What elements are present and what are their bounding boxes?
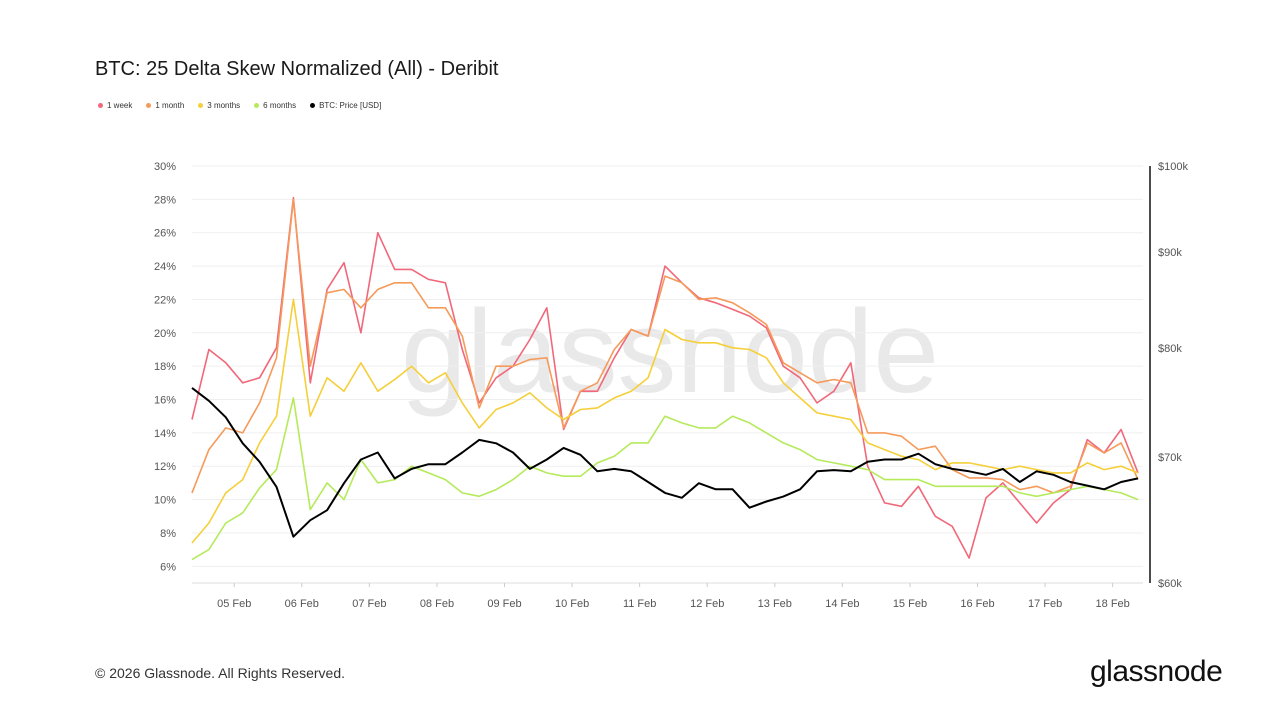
y-left-tick-label: 12% bbox=[154, 461, 176, 473]
series-line-6-months bbox=[191, 397, 1139, 561]
x-tick-label: 08 Feb bbox=[420, 598, 454, 610]
legend-item-1-month[interactable]: 1 month bbox=[146, 101, 184, 110]
gridlines bbox=[192, 165, 1143, 567]
series-lines bbox=[191, 196, 1139, 561]
x-tick-label: 06 Feb bbox=[285, 598, 319, 610]
y-right-tick-label: $70k bbox=[1158, 452, 1182, 464]
series-line-btc-price-usd bbox=[191, 387, 1139, 538]
y-left-tick-label: 22% bbox=[154, 294, 176, 306]
legend: 1 week 1 month 3 months 6 months BTC: Pr… bbox=[98, 101, 381, 110]
copyright: © 2026 Glassnode. All Rights Reserved. bbox=[95, 665, 346, 681]
y-left-tick-label: 24% bbox=[154, 261, 176, 273]
legend-item-3-months[interactable]: 3 months bbox=[198, 101, 240, 110]
y-left-tick-label: 10% bbox=[154, 495, 176, 507]
x-tick-label: 10 Feb bbox=[555, 598, 589, 610]
chart-title: BTC: 25 Delta Skew Normalized (All) - De… bbox=[95, 58, 499, 80]
x-tick-label: 17 Feb bbox=[1028, 598, 1062, 610]
y-right-tick-label: $80k bbox=[1158, 343, 1182, 355]
legend-dot-icon bbox=[146, 103, 152, 108]
y-left-tick-label: 16% bbox=[154, 395, 176, 407]
legend-item-1-week[interactable]: 1 week bbox=[98, 101, 132, 110]
axes: 6% 8% 10% 12% 14% 16% 18% 20% 22% 24% 26% 28% 30% $60… bbox=[154, 161, 1189, 610]
x-tick-label: 15 Feb bbox=[893, 598, 927, 610]
x-tick-label: 07 Feb bbox=[352, 598, 386, 610]
legend-label: 6 months bbox=[263, 101, 297, 110]
watermark: glassnode bbox=[401, 286, 939, 418]
legend-dot-icon bbox=[98, 103, 103, 108]
legend-item-6-months[interactable]: 6 months bbox=[254, 101, 296, 110]
x-tick-label: 16 Feb bbox=[960, 598, 994, 610]
legend-item-btc-price[interactable]: BTC: Price [USD] bbox=[310, 101, 381, 110]
x-tick-label: 12 Feb bbox=[690, 598, 724, 610]
y-left-tick-label: 8% bbox=[160, 528, 176, 540]
y-left-tick-label: 20% bbox=[154, 328, 176, 340]
x-tick-label: 05 Feb bbox=[217, 598, 251, 610]
y-right-tick-label: $60k bbox=[1158, 578, 1182, 590]
y-left-tick-label: 28% bbox=[154, 194, 176, 206]
y-right-tick-label: $90k bbox=[1158, 247, 1182, 259]
legend-label: 3 months bbox=[207, 101, 241, 110]
x-tick-label: 14 Feb bbox=[825, 598, 859, 610]
x-tick-label: 13 Feb bbox=[758, 598, 792, 610]
legend-dot-icon bbox=[198, 103, 204, 108]
legend-dot-icon bbox=[310, 103, 316, 108]
y-left-tick-label: 6% bbox=[160, 561, 176, 573]
series-line-1-month bbox=[191, 198, 1139, 494]
y-left-tick-label: 26% bbox=[154, 228, 176, 240]
x-tick-label: 11 Feb bbox=[623, 598, 656, 610]
glassnode-logo: glassnode bbox=[1090, 655, 1223, 688]
series-line-3-months bbox=[191, 298, 1139, 544]
legend-label: 1 month bbox=[155, 101, 185, 110]
y-left-tick-label: 18% bbox=[154, 361, 176, 373]
y-left-tick-label: 14% bbox=[154, 428, 176, 440]
series-line-1-week bbox=[191, 196, 1139, 559]
y-left-tick-label: 30% bbox=[154, 161, 176, 173]
x-tick-label: 09 Feb bbox=[487, 598, 521, 610]
legend-label: 1 week bbox=[107, 101, 133, 110]
legend-label: BTC: Price [USD] bbox=[319, 101, 382, 110]
x-tick-label: 18 Feb bbox=[1096, 598, 1130, 610]
legend-dot-icon bbox=[254, 103, 260, 108]
y-right-tick-label: $100k bbox=[1158, 161, 1188, 173]
